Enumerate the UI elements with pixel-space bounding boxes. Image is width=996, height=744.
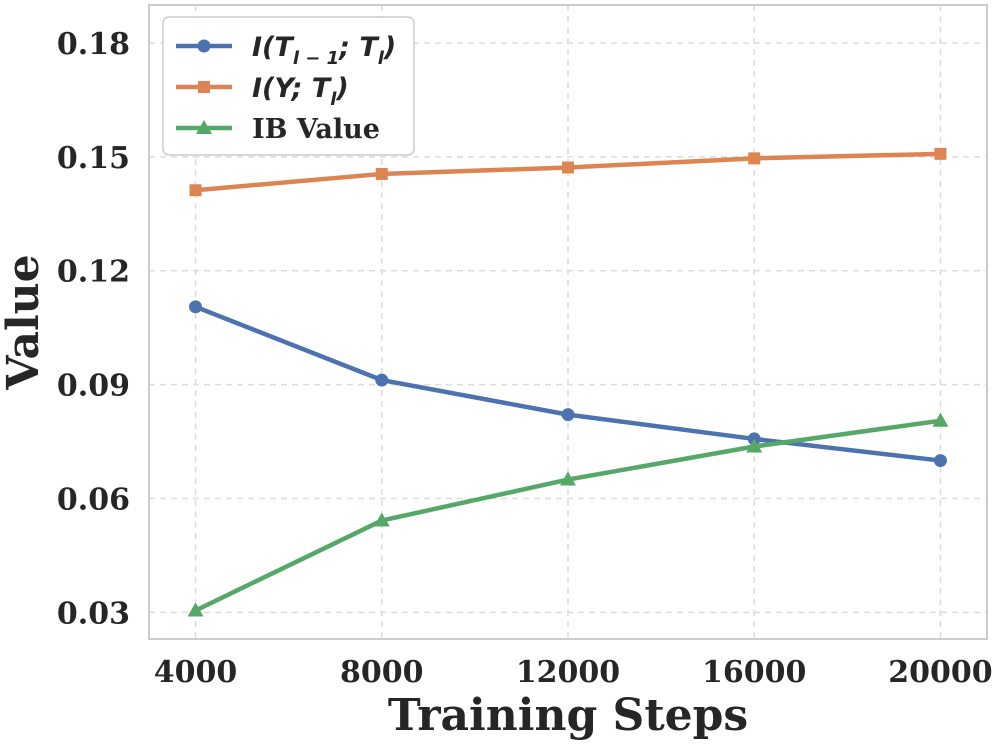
data-point	[187, 602, 204, 617]
data-point	[561, 408, 575, 422]
legend-entry-series-2: I(Y; Tl)	[176, 73, 349, 110]
y-tick-label: 0.09	[57, 369, 130, 404]
legend-label-series-1-end: )	[383, 32, 396, 63]
data-point	[748, 152, 761, 165]
series-layer	[187, 147, 949, 617]
data-point	[189, 300, 203, 314]
x-tick-label: 20000	[888, 655, 992, 690]
x-tick-label: 16000	[702, 655, 806, 690]
legend-entry-series-3: IB Value	[176, 114, 380, 145]
series-3	[187, 412, 949, 617]
y-tick-label: 0.15	[57, 141, 130, 176]
legend-label-series-1: I(Tl − 1; Tl)	[252, 32, 396, 69]
y-axis-title: Value	[0, 254, 49, 390]
series-2	[189, 147, 947, 197]
data-point	[933, 454, 947, 468]
legend: I(Tl − 1; Tl) I(Y; Tl) IB Value	[162, 16, 415, 156]
legend-label-series-1-sub2: l	[378, 48, 385, 69]
legend-marker-series-1	[197, 39, 211, 53]
legend-label-series-1-mid: ; T	[338, 32, 380, 63]
x-tick-label: 8000	[340, 655, 424, 690]
legend-label-series-2-end: )	[335, 73, 348, 104]
legend-label-series-3: IB Value	[252, 114, 380, 145]
data-point	[375, 167, 388, 180]
y-tick-label: 0.18	[57, 27, 130, 62]
data-point	[375, 373, 389, 387]
legend-entry-series-1: I(Tl − 1; Tl)	[176, 32, 396, 69]
x-axis-title: Training Steps	[388, 690, 748, 741]
legend-label-series-2-sub1: l	[330, 89, 337, 110]
y-tick-label: 0.06	[57, 483, 130, 518]
legend-box	[162, 16, 415, 156]
series-1	[189, 300, 947, 468]
legend-marker-series-2	[198, 81, 210, 93]
legend-label-series-1-sub1: l − 1	[293, 48, 339, 69]
data-point	[189, 184, 202, 197]
legend-label-series-2-main: I(Y; T	[252, 73, 333, 104]
data-point	[560, 471, 576, 486]
x-tick-label: 12000	[516, 655, 620, 690]
plot-frame	[148, 4, 988, 640]
y-tick-label: 0.12	[57, 255, 130, 290]
data-point	[746, 438, 763, 453]
legend-label-series-2: I(Y; Tl)	[252, 73, 349, 110]
data-point	[932, 412, 949, 427]
x-tick-label: 4000	[154, 655, 238, 690]
data-point	[934, 147, 947, 160]
legend-label-series-1-main: I(T	[252, 32, 295, 63]
data-point	[373, 512, 390, 527]
data-point	[562, 161, 574, 174]
legend-marker-series-3	[196, 120, 212, 134]
y-tick-label: 0.03	[57, 596, 130, 631]
y-axis-ticks: 0.03 0.06 0.09 0.12 0.15 0.18	[57, 27, 130, 631]
x-axis-ticks: 4000 8000 12000 16000 20000	[154, 655, 993, 690]
